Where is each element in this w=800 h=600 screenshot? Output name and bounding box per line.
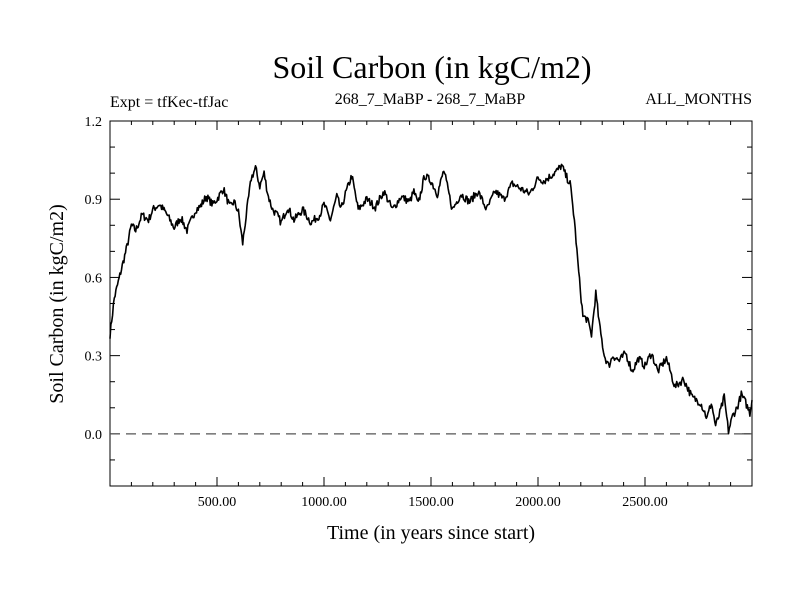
plot-area: 500.00 1000.00 1500.00 2000.00 2500.00 0.0 0.3… <box>85 115 753 510</box>
months-label: ALL_MONTHS <box>645 91 752 108</box>
x-tick-label: 2500.00 <box>622 495 668 510</box>
y-tick-label: 0.3 <box>85 350 103 365</box>
chart-title: Soil Carbon (in kgC/m2) <box>272 49 591 85</box>
plot-frame <box>109 120 753 487</box>
x-tick-label: 1500.00 <box>408 495 454 510</box>
soil-carbon-line <box>109 163 753 435</box>
x-axis-label: Time (in years since start) <box>327 522 535 544</box>
x-tick-label: 1000.00 <box>301 495 347 510</box>
y-tick-label: 1.2 <box>85 115 103 130</box>
experiment-label: Expt = tfKec-tfJac <box>110 94 228 111</box>
y-axis-label: Soil Carbon (in kgC/m2) <box>46 204 68 403</box>
x-tick-label: 500.00 <box>198 495 237 510</box>
y-tick-label: 0.0 <box>85 428 103 443</box>
y-tick-label: 0.6 <box>85 271 103 286</box>
period-label: 268_7_MaBP - 268_7_MaBP <box>335 91 526 108</box>
y-tick-label: 0.9 <box>85 193 103 208</box>
x-tick-label: 2000.00 <box>515 495 561 510</box>
